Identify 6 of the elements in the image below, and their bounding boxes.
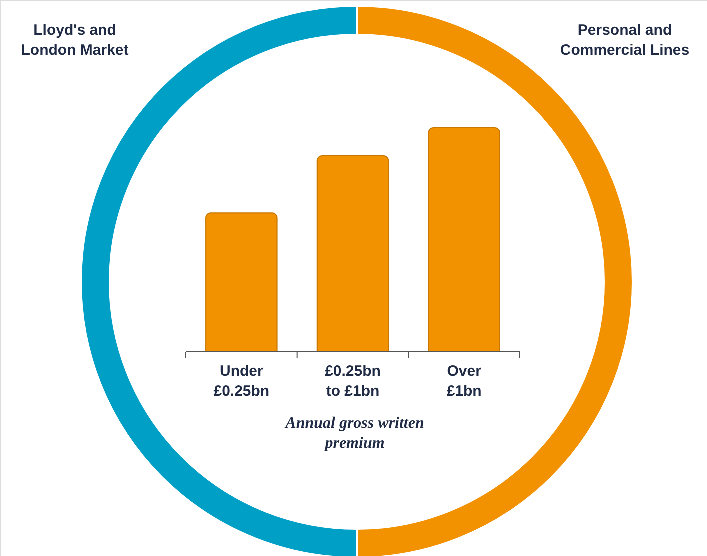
x-axis-title: Annual gross written premium [284, 415, 424, 452]
slice-label: Lloyd's and London Market [21, 22, 129, 59]
x-tick-label: Under £0.25bn [214, 363, 270, 400]
slice-label: Personal and Commercial Lines [560, 22, 690, 59]
x-tick-label: £0.25bn to £1bn [325, 363, 381, 400]
x-tick-label: Over £1bn [446, 363, 482, 400]
